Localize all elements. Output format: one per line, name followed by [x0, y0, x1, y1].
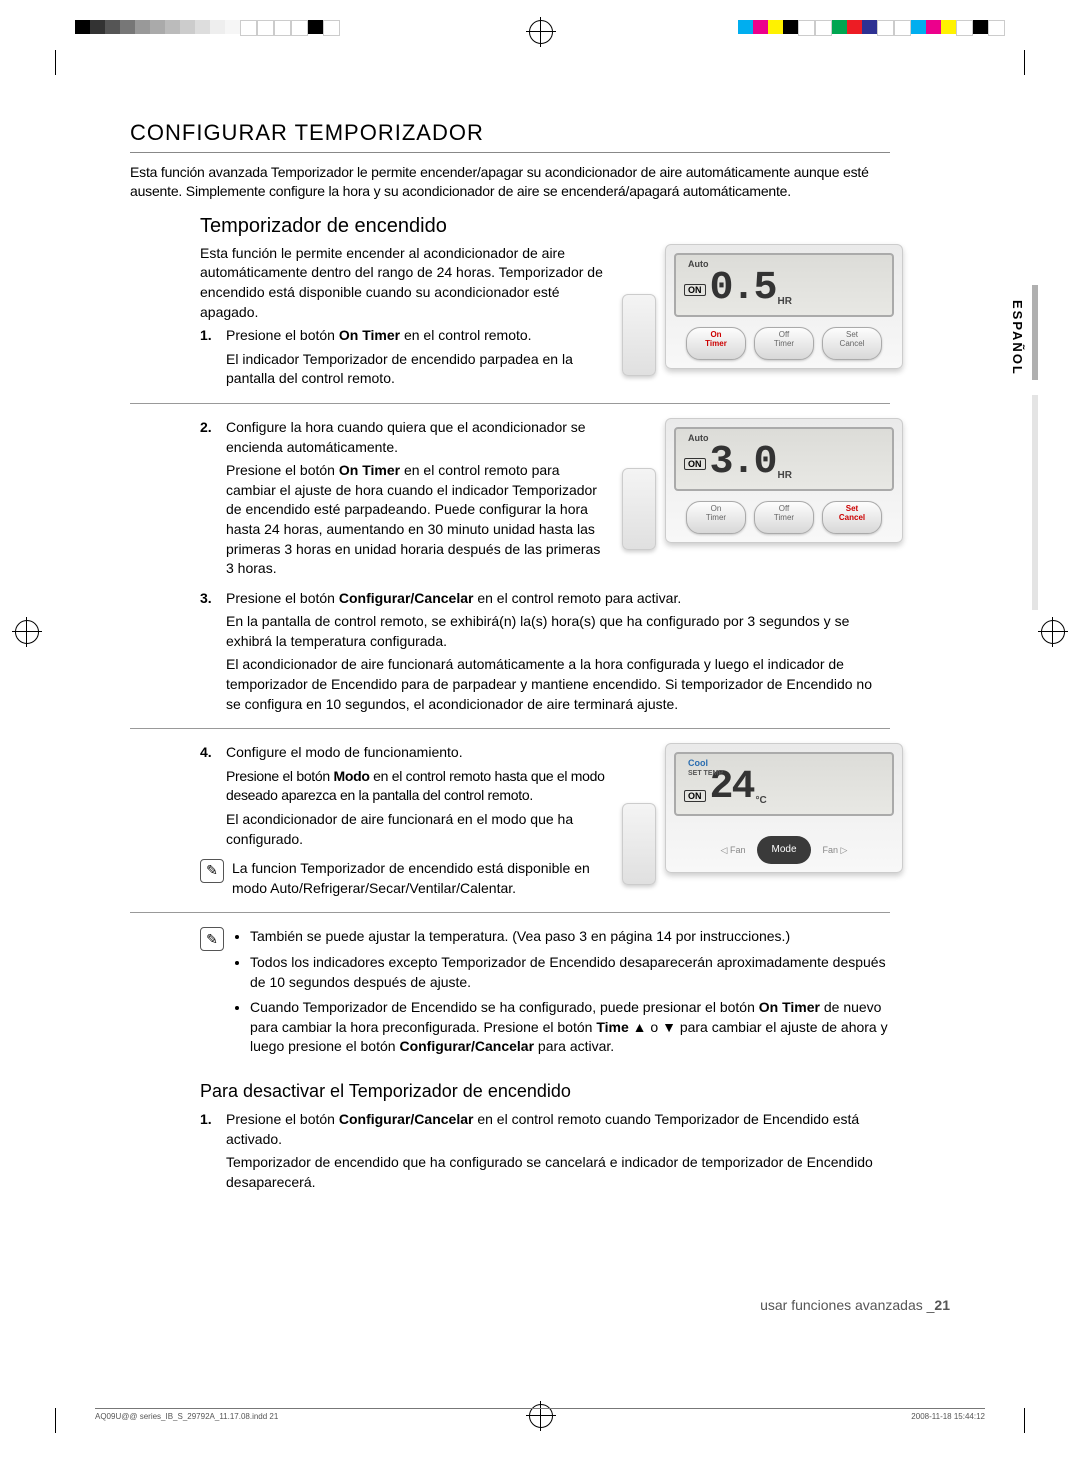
step-number: 1. — [200, 326, 212, 346]
footer-print-info: AQ09U@@ series_IB_S_29792A_11.17.08.indd… — [95, 1408, 985, 1421]
crop-line — [55, 50, 56, 75]
subsection-deactivate-title: Para desactivar el Temporizador de encen… — [200, 1081, 890, 1102]
intro-text: Esta función avanzada Temporizador le pe… — [130, 163, 890, 201]
remote-icon — [622, 468, 656, 550]
footer-filename: AQ09U@@ series_IB_S_29792A_11.17.08.indd… — [95, 1412, 278, 1421]
side-stripe-dark — [1032, 285, 1038, 380]
side-stripe-light — [1032, 395, 1038, 610]
on-button[interactable]: OnTimer — [686, 327, 746, 360]
figure-display-1: Auto ON 0.5 HR OnTimerOffTimerSetCancel — [630, 244, 890, 369]
lcd-unit: °C — [756, 795, 767, 806]
fan-right-button[interactable]: Fan ▷ — [815, 845, 855, 856]
set-button[interactable]: SetCancel — [822, 501, 882, 534]
remote-icon — [622, 803, 656, 885]
set-button[interactable]: SetCancel — [822, 327, 882, 360]
language-tab: ESPAÑOL — [1010, 300, 1025, 376]
subsection-title: Temporizador de encendido — [200, 215, 890, 238]
registration-mark-left — [15, 620, 39, 644]
registration-mark-top — [529, 20, 553, 44]
color-bar-left — [75, 20, 340, 34]
lcd-mode: Auto — [688, 259, 709, 269]
off-button[interactable]: OffTimer — [754, 501, 814, 534]
page-title: CONFIGURAR TEMPORIZADOR — [130, 120, 890, 153]
registration-mark-right — [1041, 620, 1065, 644]
step-3: 3. Presione el botón Configurar/Cancelar… — [200, 589, 890, 715]
lcd-on-badge: ON — [684, 458, 706, 470]
step-number: 1. — [200, 1110, 212, 1130]
crop-line — [1024, 50, 1025, 75]
crop-line — [1024, 1408, 1025, 1433]
text: Esta función le permite encender al acon… — [200, 245, 603, 320]
note-bullet: También se puede ajustar la temperatura.… — [250, 927, 890, 947]
lcd-settemp: SET TEMP — [688, 770, 723, 777]
deactivate-step-1: 1. Presione el botón Configurar/Cancelar… — [200, 1110, 890, 1192]
crop-line — [55, 1408, 56, 1433]
note-bullet: Cuando Temporizador de Encendido se ha c… — [250, 998, 890, 1057]
note-icon: ✎ — [200, 927, 224, 951]
color-bar-right — [738, 20, 1005, 34]
step-number: 4. — [200, 743, 212, 763]
footer-timestamp: 2008-11-18 15:44:12 — [911, 1412, 985, 1421]
divider — [130, 403, 890, 404]
lcd-panel: Cool SET TEMP ON 24 °C ◁ Fan Mode Fan ▷ — [665, 743, 903, 873]
lcd-panel: Auto ON 3.0 HR OnTimerOffTimerSetCancel — [665, 418, 903, 543]
lcd-panel: Auto ON 0.5 HR OnTimerOffTimerSetCancel — [665, 244, 903, 369]
step-number: 3. — [200, 589, 212, 609]
note-bullet: Todos los indicadores excepto Temporizad… — [250, 953, 890, 992]
lcd-unit: HR — [778, 470, 792, 481]
footer-section-label: usar funciones avanzadas _21 — [760, 1297, 950, 1313]
fan-left-button[interactable]: ◁ Fan — [713, 845, 753, 856]
divider — [130, 728, 890, 729]
page-content: CONFIGURAR TEMPORIZADOR Esta función ava… — [130, 120, 890, 1202]
remote-icon — [622, 294, 656, 376]
note-icon: ✎ — [200, 859, 224, 883]
divider — [130, 912, 890, 913]
off-button[interactable]: OffTimer — [754, 327, 814, 360]
lcd-mode: Auto — [688, 433, 709, 443]
lcd-unit: HR — [778, 296, 792, 307]
figure-display-3: Cool SET TEMP ON 24 °C ◁ Fan Mode Fan ▷ — [630, 743, 890, 873]
lcd-on-badge: ON — [684, 790, 706, 802]
lcd-digits: 3.0 — [710, 443, 776, 483]
lcd-mode: Cool — [688, 758, 708, 768]
lcd-on-badge: ON — [684, 284, 706, 296]
mode-button[interactable]: Mode — [757, 836, 811, 864]
figure-display-2: Auto ON 3.0 HR OnTimerOffTimerSetCancel — [630, 418, 890, 543]
lcd-digits: 0.5 — [710, 269, 776, 309]
step-number: 2. — [200, 418, 212, 438]
note-2: ✎ También se puede ajustar la temperatur… — [200, 927, 890, 1063]
on-button[interactable]: OnTimer — [686, 501, 746, 534]
